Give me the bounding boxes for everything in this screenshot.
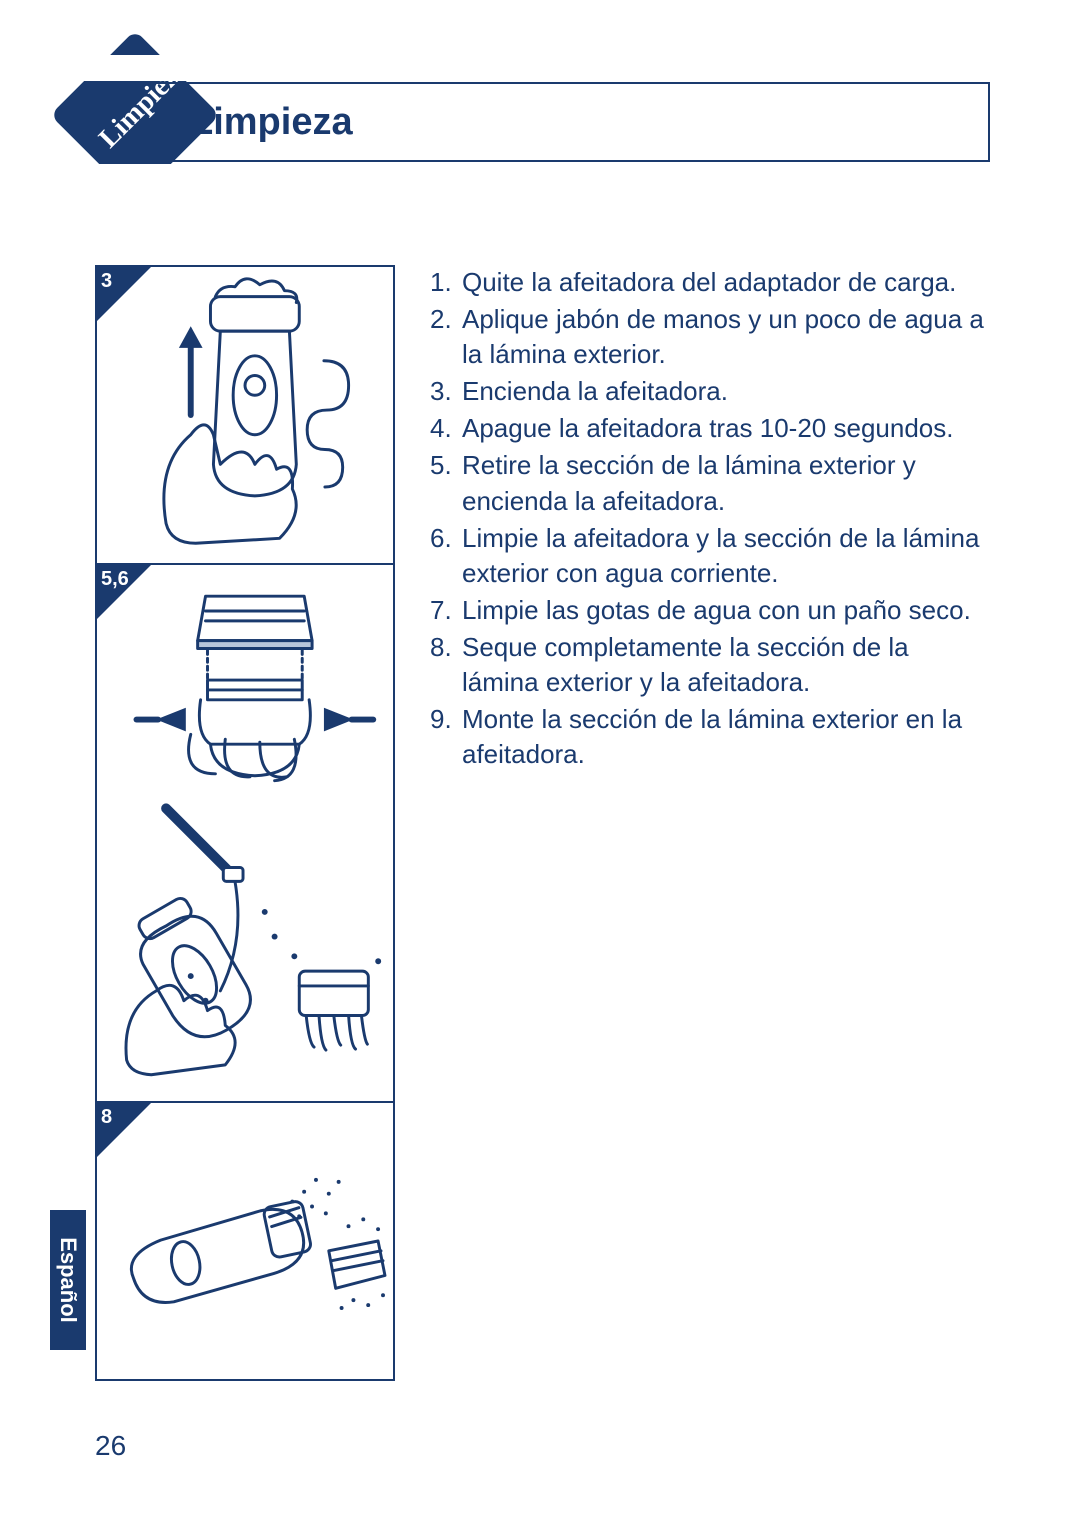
tab-mask-top <box>55 55 235 81</box>
instruction-item: Quite la afeitadora del adaptador de car… <box>430 265 990 300</box>
instruction-item: Seque completamente la sección de la lám… <box>430 630 990 700</box>
illustration-rinse <box>97 565 393 1101</box>
panel-corner-label: 3 <box>101 270 112 293</box>
instruction-item: Limpie la afeitadora y la sección de la … <box>430 521 990 591</box>
instruction-list: Quite la afeitadora del adaptador de car… <box>430 265 990 774</box>
figure-column: 3 <box>95 265 395 1379</box>
header-bar: Limpieza <box>150 82 990 162</box>
figure-panel-8: 8 <box>95 1101 395 1381</box>
panel-corner-label: 8 <box>101 1106 112 1129</box>
instruction-item: Encienda la afeitadora. <box>430 374 990 409</box>
panel-corner-label: 5,6 <box>101 568 129 591</box>
instruction-item: Monte la sección de la lámina exterior e… <box>430 702 990 772</box>
figure-panel-5-6: 5,6 <box>95 563 395 1103</box>
manual-page: Limpieza Limpieza 3 <box>0 0 1080 1522</box>
language-label: Español <box>55 1237 81 1323</box>
language-tab: Español <box>50 1210 86 1350</box>
instruction-item: Limpie las gotas de agua con un paño sec… <box>430 593 990 628</box>
page-title: Limpieza <box>150 101 353 144</box>
instruction-item: Aplique jabón de manos y un poco de agua… <box>430 302 990 372</box>
page-number: 26 <box>95 1430 126 1462</box>
instruction-item: Apague la afeitadora tras 10-20 segundos… <box>430 411 990 446</box>
instruction-item: Retire la sección de la lámina exterior … <box>430 448 990 518</box>
tab-mask-bottom <box>55 164 235 204</box>
figure-panel-3: 3 <box>95 265 395 565</box>
